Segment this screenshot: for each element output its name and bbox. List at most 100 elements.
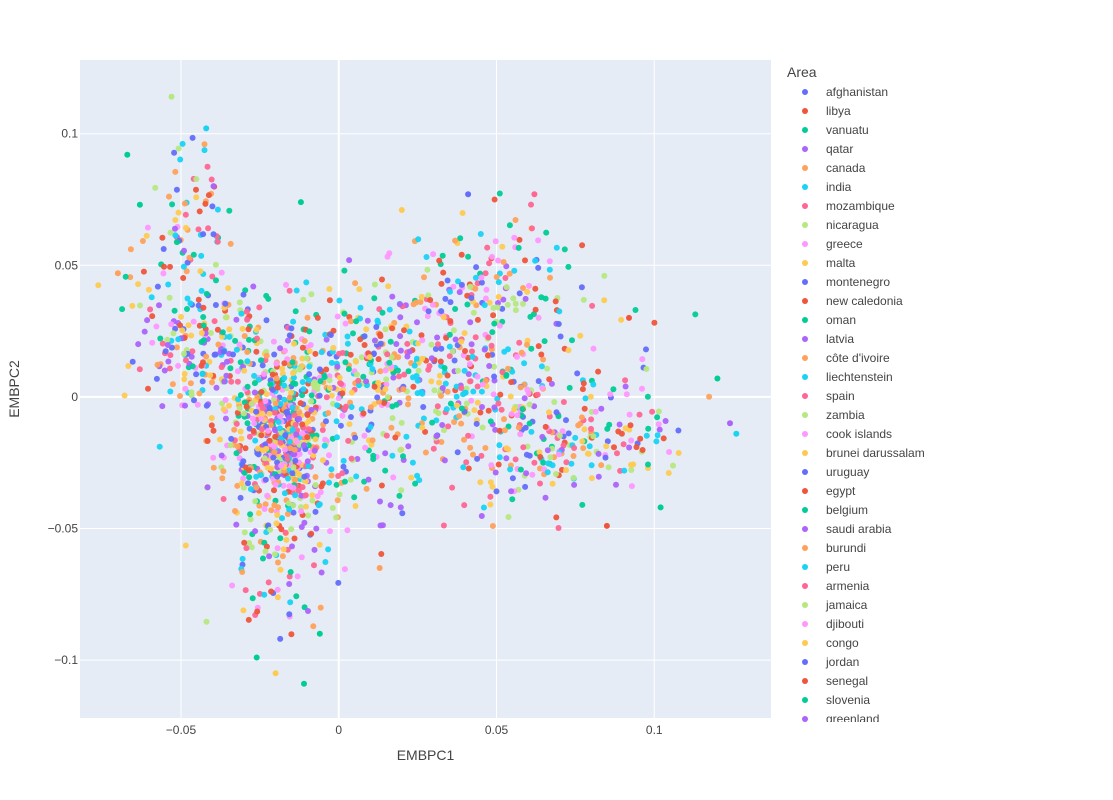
scatter-point	[196, 390, 203, 397]
scatter-point	[182, 385, 189, 392]
legend-item[interactable]: mozambique	[802, 199, 895, 213]
legend-item[interactable]: belgium	[802, 503, 868, 517]
scatter-point	[375, 379, 382, 386]
scatter-point	[159, 403, 166, 410]
scatter-point	[209, 379, 215, 386]
scatter-point	[208, 415, 215, 421]
legend-item[interactable]: burundi	[802, 541, 866, 555]
scatter-point	[508, 488, 515, 495]
scatter-point	[584, 450, 591, 457]
scatter-point	[317, 378, 324, 385]
legend-item[interactable]: qatar	[802, 142, 853, 156]
scatter-point	[198, 330, 205, 336]
legend-item[interactable]: oman	[802, 313, 856, 327]
legend-item[interactable]: côte d'ivoire	[802, 351, 890, 365]
scatter-point	[214, 238, 221, 245]
scatter-point	[453, 383, 460, 390]
scatter-point	[604, 438, 611, 445]
scatter-point	[231, 426, 238, 433]
scatter-point	[248, 544, 255, 551]
legend-item[interactable]: slovenia	[802, 693, 870, 707]
legend-marker	[802, 564, 808, 570]
legend-item[interactable]: congo	[802, 636, 859, 650]
scatter-point	[382, 367, 389, 374]
legend-item[interactable]: india	[802, 180, 852, 194]
legend-item[interactable]: cook islands	[802, 427, 892, 441]
scatter-point	[436, 372, 443, 379]
legend-marker	[802, 146, 808, 152]
scatter-point	[520, 285, 526, 291]
legend-item[interactable]: new caledonia	[802, 294, 903, 308]
scatter-point	[493, 274, 500, 280]
scatter-point	[258, 357, 264, 364]
scatter-point	[622, 377, 629, 384]
legend-item[interactable]: liechtenstein	[802, 370, 893, 384]
legend-item[interactable]: libya	[802, 104, 851, 118]
x-tick-label: 0	[335, 723, 342, 737]
scatter-point	[189, 363, 196, 370]
scatter-point	[495, 461, 502, 468]
legend-item[interactable]: malta	[802, 256, 856, 270]
scatter-point	[473, 264, 480, 271]
scatter-point	[339, 412, 346, 419]
legend-item[interactable]: greece	[802, 237, 863, 251]
scatter-point	[474, 399, 481, 406]
legend-item[interactable]: senegal	[802, 674, 868, 688]
legend-item[interactable]: egypt	[802, 484, 856, 498]
scatter-point	[643, 366, 650, 372]
scatter-point	[166, 193, 172, 200]
scatter-point	[272, 426, 278, 433]
legend-marker	[802, 393, 808, 399]
legend-item[interactable]: peru	[802, 560, 850, 574]
legend-item[interactable]: uruguay	[802, 465, 869, 479]
legend-item[interactable]: greenland	[802, 712, 879, 726]
legend-item[interactable]: djibouti	[802, 617, 864, 631]
legend-item[interactable]: saudi arabia	[802, 522, 892, 536]
legend-item[interactable]: armenia	[802, 579, 870, 593]
scatter-point	[173, 186, 180, 193]
scatter-point	[303, 355, 310, 362]
legend-item[interactable]: jordan	[802, 655, 859, 669]
scatter-point	[389, 325, 395, 332]
legend-item[interactable]: brunei darussalam	[802, 446, 925, 460]
legend-item[interactable]: montenegro	[802, 275, 890, 289]
scatter-point	[299, 421, 306, 428]
scatter-point	[639, 447, 646, 453]
legend[interactable]: afghanistan libya vanuatu qatar canada india m…	[802, 85, 925, 726]
scatter-point	[548, 380, 555, 387]
scatter-point	[494, 304, 501, 311]
legend-item[interactable]: vanuatu	[802, 123, 869, 137]
scatter-point	[243, 403, 250, 410]
scatter-point	[325, 546, 332, 553]
scatter-point	[172, 168, 179, 175]
scatter-point	[574, 370, 581, 377]
scatter-point	[379, 309, 386, 316]
scatter-point	[485, 334, 492, 341]
x-tick-label: −0.05	[166, 723, 197, 737]
legend-item[interactable]: zambia	[802, 408, 865, 422]
scatter-point	[305, 608, 311, 614]
scatter-point	[204, 163, 211, 170]
scatter-point	[167, 263, 173, 270]
legend-item[interactable]: jamaica	[802, 598, 868, 612]
legend-marker	[802, 640, 808, 646]
scatter-point	[212, 302, 219, 308]
scatter-point	[462, 348, 468, 354]
scatter-point	[157, 335, 164, 342]
scatter-point	[251, 380, 258, 387]
legend-item[interactable]: canada	[802, 161, 866, 175]
scatter-point	[253, 327, 260, 333]
legend-item[interactable]: nicaragua	[802, 218, 879, 232]
scatter-point	[200, 337, 207, 344]
scatter-point	[309, 497, 316, 504]
legend-item[interactable]: latvia	[802, 332, 854, 346]
scatter-point	[343, 403, 349, 410]
scatter-point	[547, 274, 553, 281]
scatter-point	[598, 462, 605, 469]
legend-item[interactable]: spain	[802, 389, 855, 403]
scatter-point	[384, 351, 391, 358]
scatter-point	[268, 588, 275, 595]
scatter-point	[410, 383, 417, 390]
legend-item[interactable]: afghanistan	[802, 85, 888, 99]
scatter-point	[165, 281, 172, 288]
